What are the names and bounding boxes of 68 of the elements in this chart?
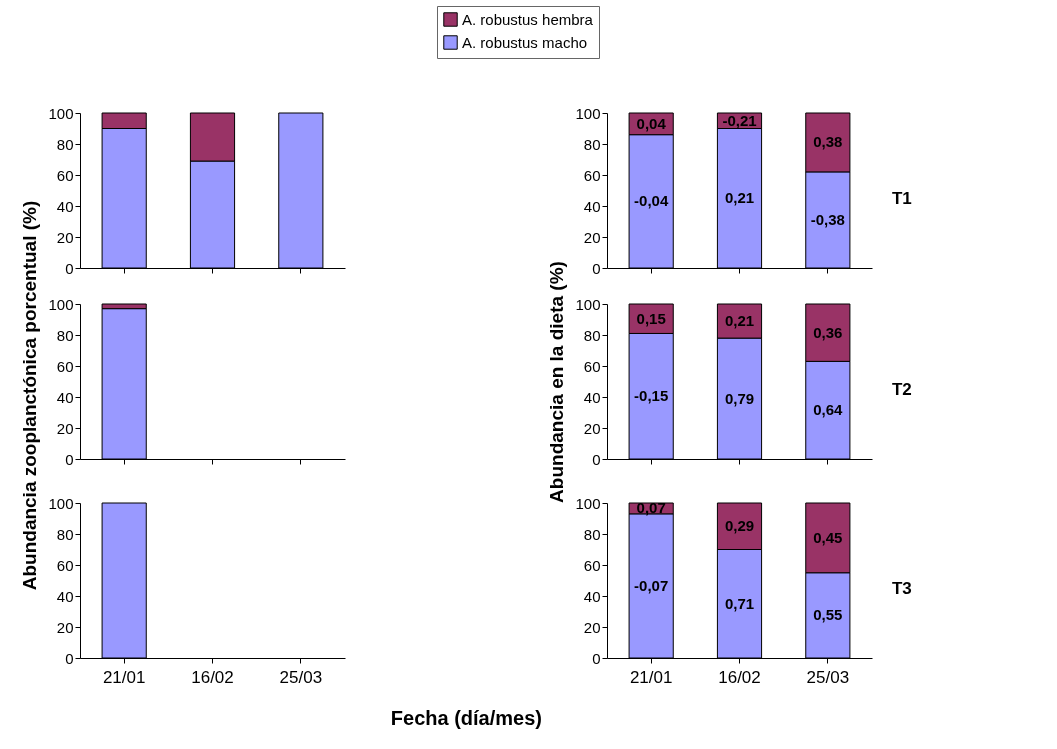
y-tick-label: 100 [575, 494, 601, 512]
y-tick-label: 80 [56, 326, 74, 344]
annotation: 0,64 [813, 401, 844, 419]
y-tick-label: 80 [56, 525, 74, 543]
y-tick-label: 20 [583, 419, 601, 437]
x-tick-label: 21/01 [102, 667, 146, 687]
y-tick-label: 0 [65, 259, 74, 277]
y-tick-label: 80 [583, 326, 601, 344]
annotation: 0,15 [636, 309, 666, 327]
y-tick-label: 100 [48, 104, 74, 122]
y-tick-label: 60 [583, 357, 601, 375]
y-tick-label: 0 [65, 450, 74, 468]
x-tick-label: 16/02 [191, 667, 234, 687]
legend-label: A. robustus macho [462, 33, 588, 51]
annotation: 0,45 [813, 528, 843, 546]
annotation: -0,21 [722, 111, 757, 129]
x-tick-label: 25/03 [279, 667, 323, 687]
y-tick-label: 40 [56, 197, 74, 215]
y-tick-label: 40 [56, 388, 74, 406]
y-tick-label: 80 [583, 525, 601, 543]
y-tick-label: 40 [583, 388, 601, 406]
y-axis-title: Abundancia zooplanctónica porcentual (%) [18, 200, 40, 591]
y-tick-label: 100 [48, 494, 74, 512]
y-tick-label: 0 [592, 259, 601, 277]
annotation: 0,55 [813, 606, 843, 624]
y-tick-label: 40 [56, 587, 74, 605]
y-tick-label: 0 [65, 649, 74, 667]
x-tick-label: 25/03 [806, 667, 850, 687]
annotation: -0,04 [634, 192, 669, 210]
annotation: 0,21 [724, 312, 755, 330]
annotation: -0,38 [810, 210, 845, 228]
annotation: -0,15 [634, 387, 669, 405]
y-tick-label: 20 [56, 419, 74, 437]
annotation: 0,07 [636, 499, 666, 517]
x-axis-title: Fecha (día/mes) [390, 707, 542, 729]
annotation: 0,36 [813, 323, 843, 341]
y-axis-title: Abundancia en la dieta (%) [546, 261, 568, 503]
annotation: 0,79 [724, 389, 755, 407]
y-tick-label: 60 [56, 357, 74, 375]
annotation: 0,04 [636, 114, 667, 132]
y-tick-label: 0 [592, 450, 601, 468]
annotation: 0,21 [724, 189, 755, 207]
y-tick-label: 60 [56, 556, 74, 574]
x-tick-label: 16/02 [718, 667, 761, 687]
y-tick-label: 60 [583, 556, 601, 574]
y-tick-label: 60 [583, 166, 601, 184]
y-tick-label: 100 [575, 295, 601, 313]
y-tick-label: 100 [575, 104, 601, 122]
annotation: 0,29 [724, 517, 755, 535]
text: T2 [891, 379, 912, 399]
y-tick-label: 80 [56, 135, 74, 153]
annotation: -0,07 [634, 576, 669, 594]
y-tick-label: 20 [56, 618, 74, 636]
y-tick-label: 20 [583, 228, 601, 246]
annotation: 0,71 [724, 594, 755, 612]
legend-label: A. robustus hembra [462, 10, 594, 28]
text: T1 [891, 188, 912, 208]
x-tick-label: 21/01 [629, 667, 673, 687]
y-tick-label: 100 [48, 295, 74, 313]
y-tick-label: 20 [583, 618, 601, 636]
y-tick-label: 40 [583, 587, 601, 605]
annotation: 0,38 [813, 133, 843, 151]
y-tick-label: 40 [583, 197, 601, 215]
text: T3 [891, 578, 912, 598]
y-tick-label: 80 [583, 135, 601, 153]
y-tick-label: 60 [56, 166, 74, 184]
y-tick-label: 20 [56, 228, 74, 246]
y-tick-label: 0 [592, 649, 601, 667]
